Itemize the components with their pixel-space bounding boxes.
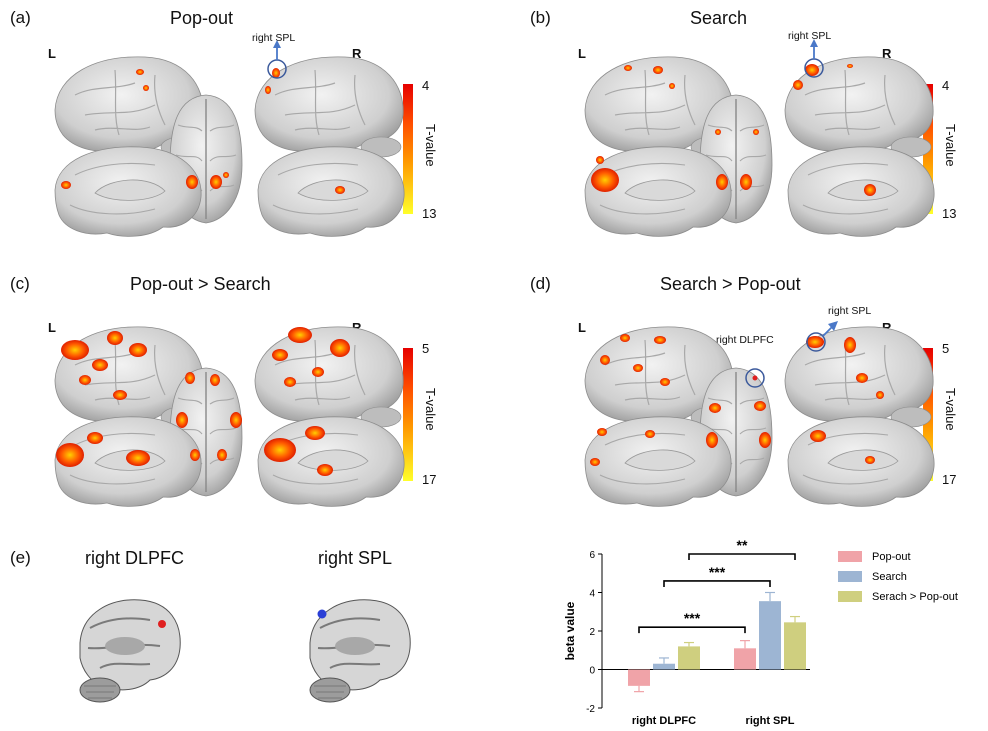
bar (678, 646, 700, 670)
legend-label: Pop-out (872, 551, 911, 563)
significance-bracket (688, 553, 796, 560)
panel-b-title: Search (690, 8, 748, 28)
legend-swatch (838, 591, 862, 602)
right-spl-annotation: right SPL (788, 30, 832, 42)
colorbar-b-min: 13 (942, 206, 957, 221)
right-spl-annotation: right SPL (252, 32, 296, 44)
x-category-label: right DLPFC (632, 715, 696, 727)
slice-title-dlpfc: right DLPFC (85, 548, 185, 568)
right-hemisphere-label: R (352, 320, 362, 335)
colorbar-c (403, 348, 413, 481)
y-tick-label: 6 (589, 550, 595, 561)
significance-label: *** (684, 610, 701, 626)
y-tick-label: 2 (589, 627, 595, 638)
panel-c-label: (c) (10, 274, 30, 293)
colorbar-a-max: 4 (422, 78, 430, 93)
colorbar-b-max: 4 (942, 78, 950, 93)
panel-e-label: (e) (10, 548, 31, 567)
bar (734, 648, 756, 670)
significance-label: ** (737, 537, 748, 553)
panel-d-title: Search > Pop-out (660, 274, 801, 294)
legend-label: Search (872, 571, 907, 583)
slice-title-spl: right SPL (318, 548, 393, 568)
left-hemisphere-label: L (578, 320, 586, 335)
right-hemisphere-label: R (352, 46, 362, 61)
significance-bracket (663, 580, 771, 587)
colorbar-c-max: 5 (422, 341, 430, 356)
panel-b-label: (b) (530, 8, 551, 27)
panel-a-title: Pop-out (170, 8, 234, 28)
colorbar-a (403, 84, 413, 214)
bar (653, 663, 675, 670)
left-hemisphere-label: L (48, 46, 56, 61)
legend-swatch (838, 571, 862, 582)
significance-bracket (638, 626, 746, 634)
left-hemisphere-label: L (48, 320, 56, 335)
panel-d-label: (d) (530, 274, 551, 293)
y-tick-label: 0 (589, 666, 595, 677)
spl-slice (309, 599, 411, 703)
bar (759, 601, 781, 670)
bar (628, 669, 650, 686)
significance-label: *** (709, 564, 726, 580)
y-tick-label: -2 (586, 704, 595, 715)
colorbar-a-min: 13 (422, 206, 437, 221)
right-spl-annotation: right SPL (828, 305, 872, 317)
right-dlpfc-annotation: right DLPFC (716, 334, 774, 346)
bar (784, 622, 806, 670)
legend-swatch (838, 551, 862, 562)
colorbar-d-min: 17 (942, 472, 957, 487)
x-category-label: right SPL (746, 715, 795, 727)
right-hemisphere-label: R (882, 320, 892, 335)
colorbar-d-max: 5 (942, 341, 950, 356)
dlpfc-slice (79, 599, 181, 703)
colorbar-c-min: 17 (422, 472, 437, 487)
panel-a-label: (a) (10, 8, 31, 27)
y-axis-label: beta value (563, 601, 577, 660)
y-tick-label: 4 (589, 589, 595, 600)
legend-label: Serach > Pop-out (872, 591, 958, 603)
right-hemisphere-label: R (882, 46, 892, 61)
left-hemisphere-label: L (578, 46, 586, 61)
panel-c-title: Pop-out > Search (130, 274, 271, 294)
